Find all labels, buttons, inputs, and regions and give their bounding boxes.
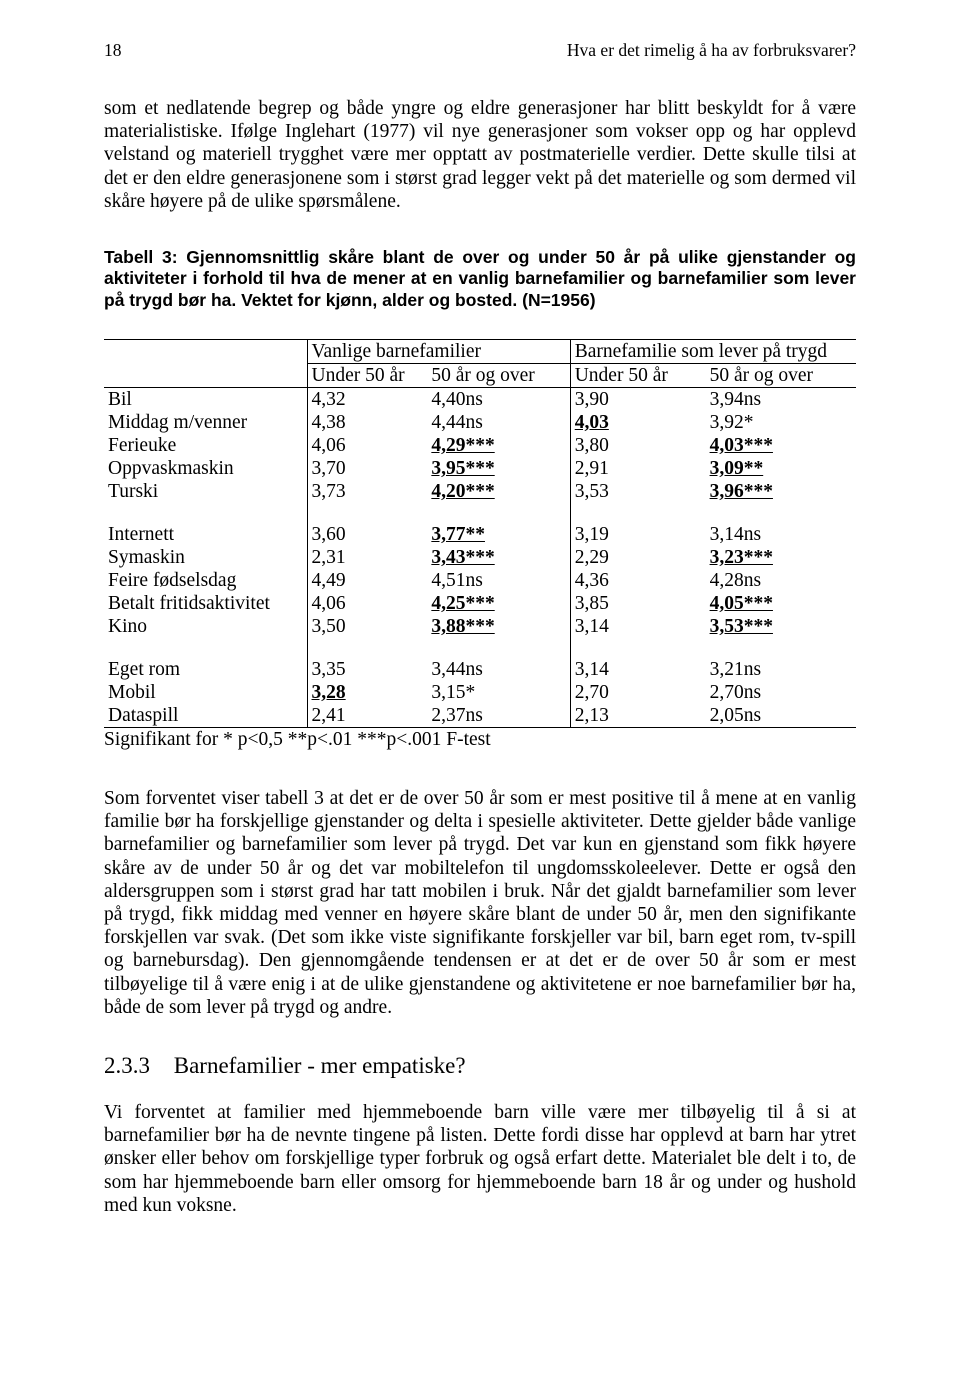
cell-value: 2,29 [570,546,705,569]
cell-value: 4,28ns [706,569,856,592]
cell-value: 3,60 [307,523,427,546]
cell-value: 3,44ns [427,658,570,681]
table-caption: Tabell 3: Gjennomsnittlig skåre blant de… [104,247,856,311]
cell-value: 3,09** [706,457,856,480]
cell-value: 4,51ns [427,569,570,592]
cell-value: 2,13 [570,704,705,728]
cell-value: 4,36 [570,569,705,592]
row-label: Kino [104,615,307,638]
row-label: Dataspill [104,704,307,728]
subheader-col: 50 år og over [706,364,856,388]
cell-value: 3,14ns [706,523,856,546]
cell-value: 4,29*** [427,434,570,457]
cell-value: 3,90 [570,388,705,412]
cell-value: 2,41 [307,704,427,728]
cell-value: 3,50 [307,615,427,638]
cell-value: 2,05ns [706,704,856,728]
cell-value: 3,95*** [427,457,570,480]
cell-value: 4,32 [307,388,427,412]
row-label: Eget rom [104,658,307,681]
row-label: Turski [104,480,307,503]
cell-value: 3,96*** [706,480,856,503]
row-label: Mobil [104,681,307,704]
cell-value: 4,03 [570,411,705,434]
subheader-blank [104,364,307,388]
cell-value: 2,70 [570,681,705,704]
row-label: Internett [104,523,307,546]
cell-value: 4,40ns [427,388,570,412]
heading-title: Barnefamilier - mer empatiske? [174,1053,466,1078]
paragraph-3: Vi forventet at familier med hjemmeboend… [104,1101,856,1217]
paragraph-2: Som forventet viser tabell 3 at det er d… [104,787,856,1019]
cell-value: 3,92* [706,411,856,434]
section-heading: 2.3.3 Barnefamilier - mer empatiske? [104,1053,856,1079]
cell-value: 3,53 [570,480,705,503]
cell-value: 2,91 [570,457,705,480]
cell-value: 3,23*** [706,546,856,569]
row-label: Feire fødselsdag [104,569,307,592]
cell-value: 4,03*** [706,434,856,457]
header-blank [104,340,307,364]
cell-value: 4,20*** [427,480,570,503]
cell-value: 4,06 [307,592,427,615]
cell-value: 4,38 [307,411,427,434]
cell-value: 4,25*** [427,592,570,615]
cell-value: 3,43*** [427,546,570,569]
cell-value: 3,21ns [706,658,856,681]
running-title: Hva er det rimelig å ha av forbruksvarer… [567,40,856,61]
cell-value: 3,19 [570,523,705,546]
cell-value: 3,53*** [706,615,856,638]
cell-value: 4,06 [307,434,427,457]
cell-value: 3,14 [570,658,705,681]
cell-value: 2,70ns [706,681,856,704]
data-table: Vanlige barnefamilierBarnefamilie som le… [104,339,856,728]
cell-value: 3,73 [307,480,427,503]
cell-value: 4,49 [307,569,427,592]
page-header: 18 Hva er det rimelig å ha av forbruksva… [104,40,856,61]
cell-value: 3,77** [427,523,570,546]
cell-value: 3,28 [307,681,427,704]
table-footnote: Signifikant for * p<0,5 **p<.01 ***p<.00… [104,728,856,751]
group1-header: Vanlige barnefamilier [307,340,570,364]
cell-value: 3,80 [570,434,705,457]
cell-value: 3,35 [307,658,427,681]
heading-number: 2.3.3 [104,1053,168,1079]
row-label: Oppvaskmaskin [104,457,307,480]
row-label: Ferieuke [104,434,307,457]
cell-value: 3,94ns [706,388,856,412]
row-label: Middag m/venner [104,411,307,434]
row-label: Symaskin [104,546,307,569]
paragraph-1: som et nedlatende begrep og både yngre o… [104,97,856,213]
row-label: Bil [104,388,307,412]
subheader-col: Under 50 år [570,364,705,388]
subheader-col: 50 år og over [427,364,570,388]
cell-value: 4,05*** [706,592,856,615]
group2-header: Barnefamilie som lever på trygd [570,340,856,364]
cell-value: 3,15* [427,681,570,704]
row-label: Betalt fritidsaktivitet [104,592,307,615]
cell-value: 2,37ns [427,704,570,728]
cell-value: 3,88*** [427,615,570,638]
cell-value: 3,85 [570,592,705,615]
cell-value: 4,44ns [427,411,570,434]
page-number: 18 [104,40,122,61]
cell-value: 2,31 [307,546,427,569]
subheader-col: Under 50 år [307,364,427,388]
cell-value: 3,70 [307,457,427,480]
cell-value: 3,14 [570,615,705,638]
